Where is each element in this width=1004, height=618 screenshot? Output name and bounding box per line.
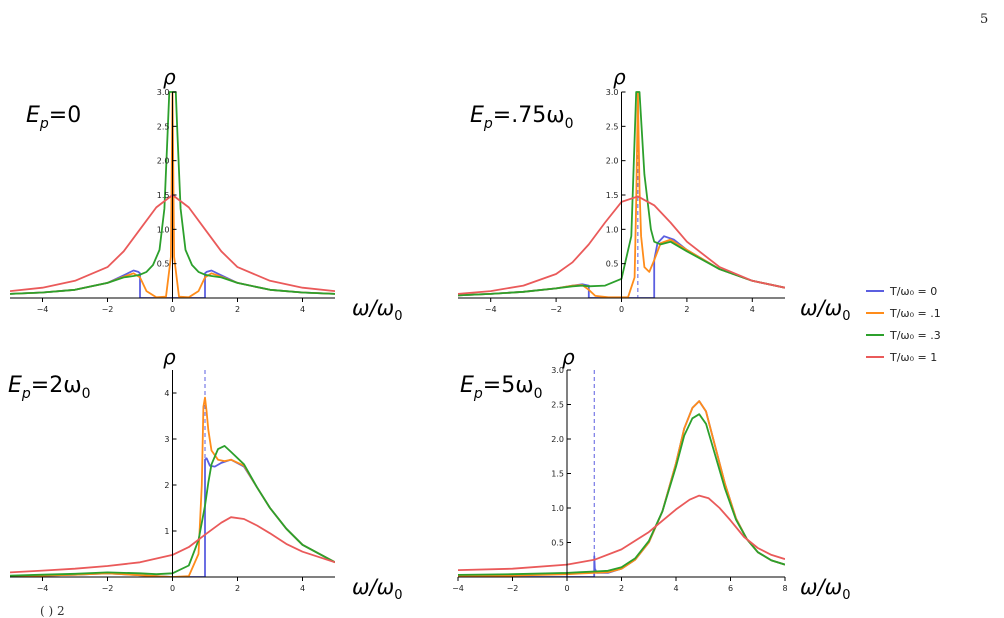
series-group <box>458 400 785 577</box>
x-tick-label: 4 <box>673 584 678 593</box>
legend-swatch <box>866 312 884 314</box>
x-tick-label: −2 <box>550 305 562 314</box>
x-axis-label: ω/ω0 <box>800 575 851 603</box>
y-tick-label: 0.5 <box>157 260 170 269</box>
legend-swatch <box>866 290 884 292</box>
x-tick-label: −4 <box>37 305 49 314</box>
panel-2: −4 −2 0 2 4 0.5 1.0 1.5 2.0 2.5 3.0ρ ω/ω0 Ep=.75ω0 <box>458 65 851 324</box>
x-tick-label: −2 <box>102 584 114 593</box>
series-line-4 <box>458 494 785 571</box>
x-axis-label: ω/ω0 <box>800 296 851 324</box>
series-line-3 <box>458 413 785 576</box>
x-axis-label: ω/ω0 <box>352 296 403 324</box>
y-tick-label: 2.5 <box>551 401 564 410</box>
legend-item: T/ω₀ = 1 <box>866 346 996 368</box>
legend-item: T/ω₀ = 0 <box>866 280 996 302</box>
y-tick-label: 4 <box>164 389 169 398</box>
y-tick-label: 2.5 <box>606 122 619 131</box>
x-tick-label: 4 <box>300 584 305 593</box>
y-tick-label: 1.0 <box>606 225 619 234</box>
y-tick-label: 1.0 <box>157 225 170 234</box>
series-line-3 <box>10 444 335 577</box>
x-tick-label: 4 <box>750 305 755 314</box>
x-tick-label: 0 <box>170 584 175 593</box>
y-tick-label: 1.5 <box>551 470 564 479</box>
y-axis-label: ρ <box>613 65 626 89</box>
y-tick-label: 3.0 <box>606 88 619 97</box>
x-tick-label: −2 <box>507 584 519 593</box>
y-tick-label: 0.5 <box>606 260 619 269</box>
panel-label: Ep=5ω0 <box>460 373 543 402</box>
panel-label: Ep=0 <box>26 103 81 132</box>
y-tick-label: 0.5 <box>551 539 564 548</box>
panel-4: −4 −2 0 2 4 6 8 0.5 1.0 1.5 2.0 2.5 3.0ρ ω/ω0 Ep=5ω0 <box>452 345 850 603</box>
x-tick-label: 8 <box>782 584 787 593</box>
caption-fragment: ( ) 2 <box>40 604 65 618</box>
y-tick-label: 3 <box>164 435 169 444</box>
y-tick-label: 2.0 <box>606 157 619 166</box>
panel-label: Ep=.75ω0 <box>470 103 574 132</box>
legend-swatch <box>866 334 884 336</box>
legend-label: T/ω₀ = .1 <box>890 306 941 320</box>
y-tick-label: 2.5 <box>157 122 170 131</box>
y-axis-label: ρ <box>163 65 176 89</box>
page-number: 5 <box>980 12 989 27</box>
x-tick-label: 2 <box>684 305 689 314</box>
y-tick-label: 3.0 <box>157 88 170 97</box>
panel-3: −4 −2 0 2 4 1 2 3 4 ρ ω/ω0 Ep=2ω0 <box>8 345 403 603</box>
y-tick-label: 1.0 <box>551 504 564 513</box>
panel-label: Ep=2ω0 <box>8 373 91 402</box>
legend-item: T/ω₀ = .3 <box>866 324 996 346</box>
x-tick-label: 6 <box>728 584 733 593</box>
legend-label: T/ω₀ = .3 <box>890 328 941 342</box>
y-tick-label: 1.5 <box>606 191 619 200</box>
series-line-4 <box>10 516 335 574</box>
panel-1: −4 −2 0 2 4 0.5 1.0 1.5 2.0 2.5 3.0ρ ω/ω0 Ep=0 <box>10 65 403 324</box>
legend-item: T/ω₀ = .1 <box>866 302 996 324</box>
x-tick-label: −4 <box>37 584 49 593</box>
y-axis-label: ρ <box>163 345 176 369</box>
x-tick-label: 4 <box>300 305 305 314</box>
series-line-3 <box>458 91 785 297</box>
legend: T/ω₀ = 0 T/ω₀ = .1 T/ω₀ = .3 T/ω₀ = 1 <box>866 280 996 368</box>
legend-label: T/ω₀ = 1 <box>890 350 938 364</box>
series-line-1 <box>458 400 785 577</box>
x-tick-label: 2 <box>235 305 240 314</box>
x-tick-label: −4 <box>485 305 497 314</box>
y-tick-label: 2.0 <box>551 435 564 444</box>
x-tick-label: 0 <box>564 584 569 593</box>
x-tick-label: 2 <box>235 584 240 593</box>
y-axis-label: ρ <box>562 345 575 369</box>
x-axis-label: ω/ω0 <box>352 575 403 603</box>
legend-label: T/ω₀ = 0 <box>890 284 938 298</box>
x-tick-label: 2 <box>619 584 624 593</box>
x-tick-label: −4 <box>452 584 464 593</box>
y-tick-label: 2.0 <box>157 157 170 166</box>
y-tick-label: 1.5 <box>157 191 170 200</box>
y-tick-label: 2 <box>164 481 169 490</box>
y-tick-label: 1 <box>164 527 169 536</box>
legend-swatch <box>866 356 884 358</box>
series-group <box>10 396 335 577</box>
x-tick-label: −2 <box>102 305 114 314</box>
x-tick-label: 0 <box>170 305 175 314</box>
x-tick-label: 0 <box>619 305 624 314</box>
y-tick-label: 3.0 <box>551 366 564 375</box>
